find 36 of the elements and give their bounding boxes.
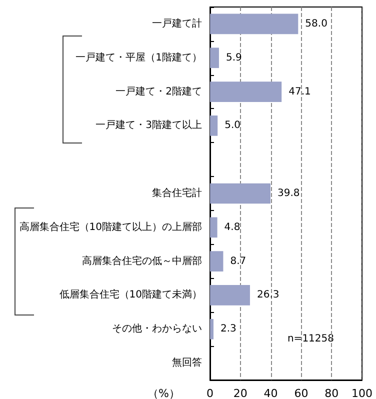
y-tick-label: 集合住宅計	[152, 187, 202, 199]
x-tick-label: 80	[324, 387, 339, 399]
y-tick-label: 無回答	[172, 356, 202, 369]
x-tick-label: 40	[264, 387, 278, 399]
y-tick-label: 一戸建て・2階建て	[116, 85, 202, 98]
data-label: 5.0	[224, 120, 241, 132]
x-tick-label: 0	[206, 387, 214, 399]
bar	[210, 285, 250, 306]
y-tick-label: 一戸建て・3階建て以上	[96, 119, 202, 132]
x-tick-label: 60	[294, 387, 308, 399]
bar	[210, 48, 219, 68]
bar	[210, 116, 218, 136]
data-label: 2.3	[220, 324, 236, 335]
data-label: 4.8	[224, 222, 240, 233]
bar	[210, 318, 214, 340]
data-label: 47.1	[288, 86, 311, 98]
y-tick-label: 一戸建て・平屋（1階建て）	[76, 51, 202, 64]
data-label: 58.0	[305, 18, 328, 30]
bar	[210, 183, 270, 204]
y-tick-label: その他・わからない	[112, 322, 202, 335]
y-tick-label: 低層集合住宅（10階建て未満）	[59, 288, 202, 301]
x-tick-label: 100	[352, 387, 372, 399]
data-label: 39.8	[277, 188, 300, 199]
bar	[210, 14, 298, 34]
bar	[210, 82, 282, 102]
annotation: n=11258	[287, 334, 334, 344]
data-label: 26.3	[256, 290, 280, 301]
y-tick-label: 高層集合住宅（10階建て以上）の上層部	[19, 220, 202, 233]
bar	[210, 251, 224, 272]
x-axis-title: （%）	[148, 387, 180, 399]
y-tick-label: 一戸建て計	[152, 17, 202, 30]
data-label: 5.9	[226, 52, 242, 64]
x-tick-label: 20	[233, 387, 248, 399]
bar	[210, 217, 218, 238]
data-label: 8.7	[230, 256, 246, 267]
y-tick-label: 高層集合住宅の低～中層部	[82, 254, 202, 267]
